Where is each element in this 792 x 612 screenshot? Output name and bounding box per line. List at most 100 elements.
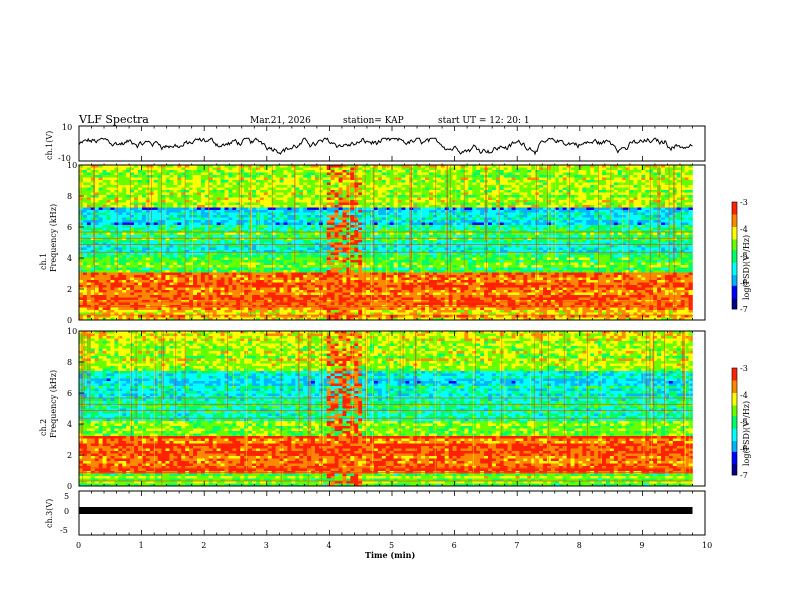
spectrogram-cell	[653, 193, 657, 196]
spectrogram-cell	[433, 175, 437, 178]
spectrogram-cell	[228, 235, 232, 238]
spectrogram-cell	[543, 198, 547, 201]
spectrogram-cell	[413, 198, 417, 201]
spectrogram-cell	[154, 195, 158, 198]
spectrogram-cell	[244, 203, 248, 206]
spectrogram-cell	[519, 180, 523, 183]
spectrogram-cell	[433, 195, 437, 198]
spectrogram-cell	[232, 173, 236, 176]
spectrogram-cell	[295, 228, 299, 231]
spectrogram-cell	[95, 195, 99, 198]
spectrogram-cell	[677, 198, 681, 201]
spectrogram-cell	[264, 200, 268, 203]
spectrogram-cell	[421, 218, 425, 221]
spectrogram-cell	[582, 195, 586, 198]
spectrogram-cell	[126, 233, 130, 236]
spectrogram-cell	[457, 180, 461, 183]
spectrogram-cell	[307, 228, 311, 231]
spectrogram-cell	[417, 183, 421, 186]
spectrogram-cell	[398, 178, 402, 181]
spectrogram-cell	[516, 223, 520, 226]
spectrogram-cell	[327, 200, 331, 203]
spectrogram-cell	[602, 240, 606, 243]
spectrogram-cell	[236, 170, 240, 173]
spectrogram-cell	[441, 173, 445, 176]
spectrogram-cell	[378, 168, 382, 171]
spectrogram-cell	[213, 183, 217, 186]
spectrogram-cell	[280, 235, 284, 238]
spectrogram-cell	[590, 203, 594, 206]
spectrogram-cell	[268, 168, 272, 171]
spectrogram-cell	[374, 188, 378, 191]
spectrogram-cell	[468, 183, 472, 186]
spectrogram-cell	[472, 203, 476, 206]
spectrogram-cell	[173, 213, 177, 216]
spectrogram-cell	[252, 190, 256, 193]
spectrogram-cell	[177, 175, 181, 178]
spectrogram-cell	[539, 235, 543, 238]
spectrogram-cell	[268, 213, 272, 216]
spectrogram-cell	[472, 173, 476, 176]
spectrogram-cell	[307, 215, 311, 218]
spectrogram-cell	[225, 240, 229, 243]
spectrogram-cell	[594, 195, 598, 198]
spectrogram-cell	[319, 233, 323, 236]
spectrogram-cell	[468, 173, 472, 176]
spectrogram-cell	[162, 208, 166, 211]
spectrogram-cell	[606, 183, 610, 186]
spectrogram-cell	[138, 183, 142, 186]
spectrogram-cell	[649, 205, 653, 208]
spectrogram-cell	[173, 203, 177, 206]
spectrogram-cell	[268, 215, 272, 218]
spectrogram-cell	[649, 233, 653, 236]
spectrogram-cell	[83, 205, 87, 208]
spectrogram-cell	[303, 223, 307, 226]
spectrogram-cell	[217, 203, 221, 206]
spectrogram-cell	[559, 228, 563, 231]
spectrogram-cell	[83, 173, 87, 176]
spectrogram-cell	[578, 208, 582, 211]
spectrogram-cell	[567, 170, 571, 173]
spectrogram-cell	[138, 210, 142, 213]
spectrogram-cell	[472, 235, 476, 238]
spectrogram-cell	[527, 175, 531, 178]
spectrogram-cell	[464, 188, 468, 191]
spectrogram-cell	[252, 188, 256, 191]
spectrogram-cell	[567, 178, 571, 181]
spectrogram-cell	[315, 205, 319, 208]
spectrogram-cell	[142, 170, 146, 173]
spectrogram-cell	[382, 205, 386, 208]
spectrogram-cell	[527, 190, 531, 193]
spectrogram-cell	[523, 178, 527, 181]
spectrogram-cell	[299, 188, 303, 191]
spectrogram-cell	[559, 218, 563, 221]
spectrogram-cell	[331, 180, 335, 183]
spectrogram-cell	[122, 178, 126, 181]
spectrogram-cell	[150, 240, 154, 243]
spectrogram-cell	[571, 233, 575, 236]
spectrogram-cell	[236, 195, 240, 198]
spectrogram-cell	[488, 215, 492, 218]
spectrogram-cell	[590, 170, 594, 173]
figure-title: VLF Spectra	[78, 113, 149, 126]
spectrogram-cell	[280, 220, 284, 223]
spectrogram-cell	[618, 170, 622, 173]
spectrogram-cell	[110, 185, 114, 188]
spectrogram-cell	[480, 213, 484, 216]
spectrogram-cell	[260, 175, 264, 178]
spectrogram-cell	[405, 228, 409, 231]
spectrogram-cell	[653, 205, 657, 208]
spectrogram-cell	[571, 228, 575, 231]
spectrogram-cell	[563, 180, 567, 183]
spectrogram-cell	[606, 178, 610, 181]
spectrogram-cell	[516, 185, 520, 188]
spectrogram-cell	[539, 200, 543, 203]
spectrogram-cell	[653, 210, 657, 213]
spectrogram-cell	[689, 210, 693, 213]
spectrogram-cell	[653, 223, 657, 226]
spectrogram-cell	[362, 178, 366, 181]
spectrogram-cell	[382, 185, 386, 188]
spectrogram-cell	[669, 180, 673, 183]
spectrogram-cell	[669, 220, 673, 223]
spectrogram-cell	[390, 173, 394, 176]
